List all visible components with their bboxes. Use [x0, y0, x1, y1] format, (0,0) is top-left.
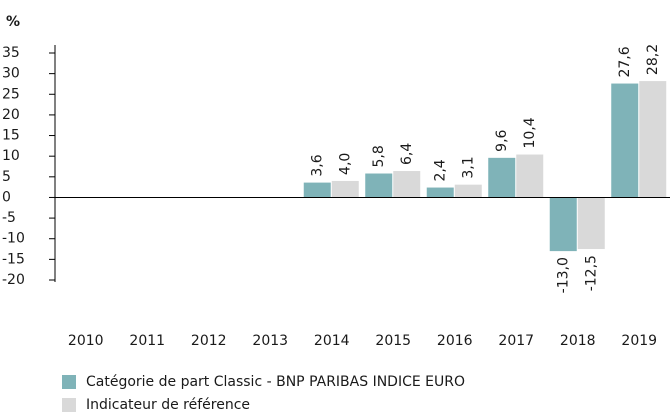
y-tick-label: 30 — [2, 66, 20, 82]
value-label: 27,6 — [617, 46, 633, 77]
value-label: 9,6 — [494, 129, 510, 151]
y-tick-label: -15 — [2, 251, 25, 267]
x-tick-label: 2016 — [437, 333, 473, 349]
legend-swatch — [62, 375, 76, 389]
x-tick-label: 2017 — [498, 333, 534, 349]
x-tick-label: 2014 — [314, 333, 350, 349]
bar — [639, 81, 667, 198]
y-tick-label: 15 — [2, 128, 20, 144]
y-tick-label: -20 — [2, 272, 25, 288]
y-axis-label: % — [6, 14, 20, 30]
y-tick-label: 35 — [2, 45, 20, 61]
legend-swatch — [62, 398, 76, 412]
y-tick-label: 0 — [2, 189, 11, 205]
value-label: 3,1 — [461, 156, 477, 178]
x-tick-label: 2012 — [191, 333, 227, 349]
value-label: 3,6 — [310, 154, 326, 176]
y-tick-label: 25 — [2, 86, 20, 102]
bar — [426, 187, 454, 198]
bar — [516, 154, 544, 198]
bar — [303, 182, 331, 198]
value-label: 2,4 — [433, 159, 449, 181]
y-tick-label: 5 — [2, 169, 11, 185]
legend-label: Indicateur de référence — [86, 397, 250, 413]
bar — [454, 184, 482, 198]
x-tick-label: 2019 — [621, 333, 657, 349]
value-label: 5,8 — [371, 145, 387, 167]
y-tick-label: 20 — [2, 107, 20, 123]
x-tick-label: 2011 — [129, 333, 165, 349]
bar — [611, 83, 639, 198]
value-label: 28,2 — [645, 44, 661, 75]
value-label: 6,4 — [399, 143, 415, 165]
value-label: -12,5 — [584, 255, 600, 291]
bar — [365, 173, 393, 198]
bar — [549, 197, 577, 252]
legend-label: Catégorie de part Classic - BNP PARIBAS … — [86, 374, 465, 390]
value-label: 10,4 — [522, 117, 538, 148]
y-tick-label: -5 — [2, 210, 16, 226]
x-tick-label: 2018 — [560, 333, 596, 349]
bar — [488, 157, 516, 198]
value-label: 4,0 — [338, 153, 354, 175]
bar — [393, 171, 421, 198]
value-label: -13,0 — [556, 257, 572, 293]
bar — [331, 180, 359, 198]
x-tick-label: 2015 — [375, 333, 411, 349]
y-tick-label: 10 — [2, 148, 20, 164]
bar — [577, 197, 605, 250]
y-tick-label: -10 — [2, 231, 25, 247]
x-tick-label: 2013 — [252, 333, 288, 349]
x-tick-label: 2010 — [68, 333, 104, 349]
